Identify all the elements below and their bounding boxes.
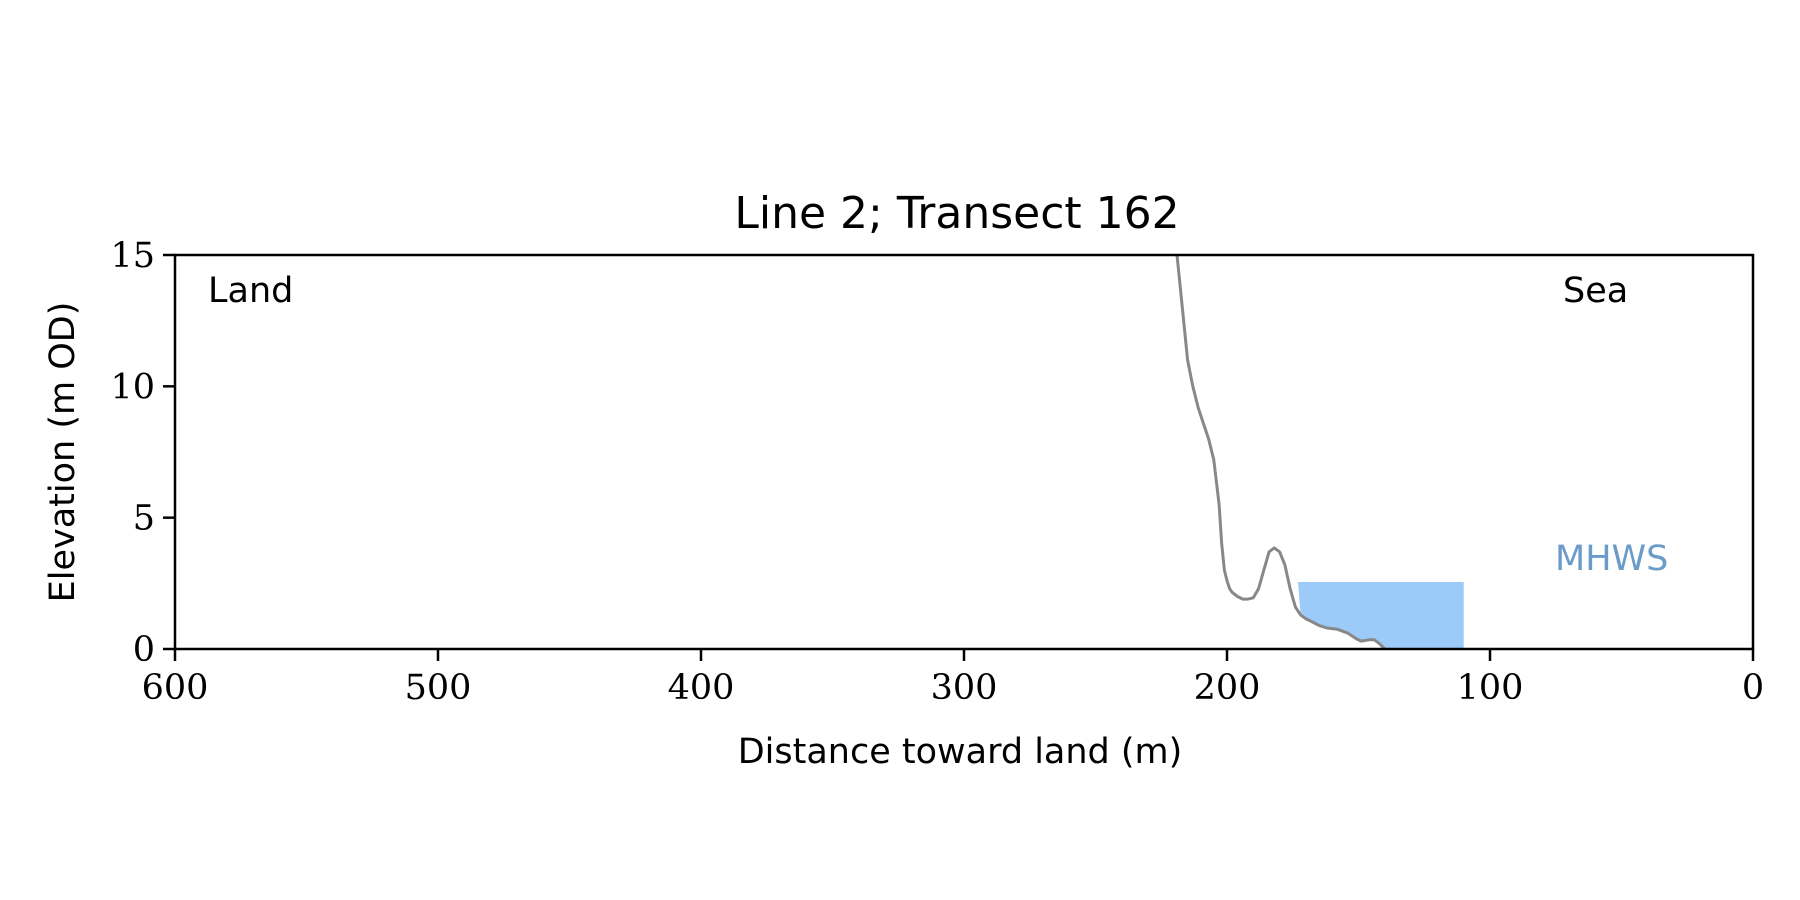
x-axis-label: Distance toward land (m) — [738, 732, 1183, 772]
x-tick-label: 300 — [931, 668, 998, 708]
y-axis: 0 5 10 15 — [110, 236, 175, 670]
chart-title: Line 2; Transect 162 — [734, 188, 1179, 239]
plot-frame — [173, 253, 1755, 651]
elevation-profile-line — [1175, 254, 1386, 651]
x-tick-label: 0 — [1742, 668, 1764, 708]
mhws-label: MHWS — [1555, 539, 1668, 579]
x-tick-label: 100 — [1457, 668, 1524, 708]
x-tick-label: 200 — [1194, 668, 1261, 708]
x-tick-label: 500 — [405, 668, 472, 708]
x-tick-label: 400 — [668, 668, 735, 708]
x-axis: 600 500 400 300 200 100 0 — [142, 649, 1764, 708]
x-tick-label: 600 — [142, 668, 209, 708]
y-axis-label: Elevation (m OD) — [43, 302, 83, 603]
plot-area — [173, 253, 1755, 651]
land-annotation: Land — [208, 271, 293, 311]
y-tick-label: 15 — [110, 236, 155, 276]
mhws-region — [1298, 582, 1464, 649]
y-tick-label: 5 — [133, 499, 155, 539]
y-tick-label: 10 — [110, 367, 155, 407]
y-tick-label: 0 — [133, 630, 155, 670]
sea-annotation: Sea — [1563, 271, 1628, 311]
